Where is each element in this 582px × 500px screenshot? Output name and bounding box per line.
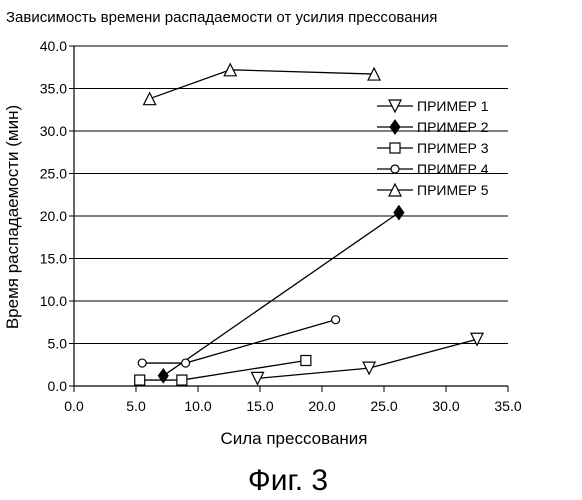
series-1 — [252, 333, 483, 384]
marker-diamond — [390, 120, 400, 134]
marker-square — [177, 375, 187, 385]
y-tick-labels: 0.0 5.0 10.0 15.0 20.0 25.0 30.0 35.0 40.0 — [40, 38, 74, 394]
x-tick-label: 5.0 — [126, 398, 146, 414]
x-tick-labels: 0.0 5.0 10.0 15.0 20.0 25.0 30.0 35.0 — [64, 386, 522, 414]
y-axis-label: Время распадаемости (мин) — [3, 105, 22, 329]
legend-label: ПРИМЕР 5 — [417, 182, 489, 198]
legend-item: ПРИМЕР 4 — [377, 161, 489, 177]
x-tick-label: 10.0 — [184, 398, 211, 414]
marker-circle — [391, 165, 399, 173]
legend-item: ПРИМЕР 3 — [377, 140, 489, 156]
marker-circle — [138, 359, 146, 367]
figure-caption: Фиг. 3 — [248, 464, 328, 497]
marker-triangle-up — [144, 93, 156, 105]
series-3 — [135, 356, 311, 386]
legend: ПРИМЕР 1 ПРИМЕР 2 ПРИМЕР 3 ПРИМЕР 4 ПРИМЕР 5 — [377, 98, 489, 198]
x-tick-label: 20.0 — [308, 398, 335, 414]
y-tick-label: 35.0 — [40, 81, 67, 97]
series-line — [163, 213, 399, 376]
x-tick-label: 30.0 — [432, 398, 459, 414]
legend-label: ПРИМЕР 1 — [417, 98, 489, 114]
x-tick-label: 25.0 — [370, 398, 397, 414]
marker-circle — [332, 316, 340, 324]
marker-square — [301, 356, 311, 366]
y-tick-label: 10.0 — [40, 293, 67, 309]
series-5 — [144, 64, 380, 105]
marker-square — [135, 375, 145, 385]
legend-label: ПРИМЕР 2 — [417, 119, 489, 135]
series-2 — [158, 206, 404, 383]
marker-circle — [182, 359, 190, 367]
y-tick-label: 40.0 — [40, 38, 67, 54]
series-line — [258, 339, 477, 378]
y-tick-label: 30.0 — [40, 123, 67, 139]
legend-item: ПРИМЕР 5 — [377, 182, 489, 198]
chart-title: Зависимость времени распадаемости от уси… — [6, 9, 437, 26]
y-tick-label: 20.0 — [40, 208, 67, 224]
marker-square — [390, 143, 400, 153]
x-tick-label: 0.0 — [64, 398, 84, 414]
x-tick-label: 15.0 — [246, 398, 273, 414]
legend-item: ПРИМЕР 1 — [377, 98, 489, 114]
x-tick-label: 35.0 — [494, 398, 521, 414]
legend-item: ПРИМЕР 2 — [377, 119, 489, 135]
y-tick-label: 25.0 — [40, 166, 67, 182]
legend-label: ПРИМЕР 3 — [417, 140, 489, 156]
y-tick-label: 0.0 — [48, 378, 68, 394]
x-axis-label: Сила прессования — [220, 429, 367, 448]
series-line — [150, 70, 374, 99]
marker-diamond — [394, 206, 404, 220]
y-tick-label: 5.0 — [48, 336, 68, 352]
y-tick-label: 15.0 — [40, 251, 67, 267]
legend-label: ПРИМЕР 4 — [417, 161, 489, 177]
